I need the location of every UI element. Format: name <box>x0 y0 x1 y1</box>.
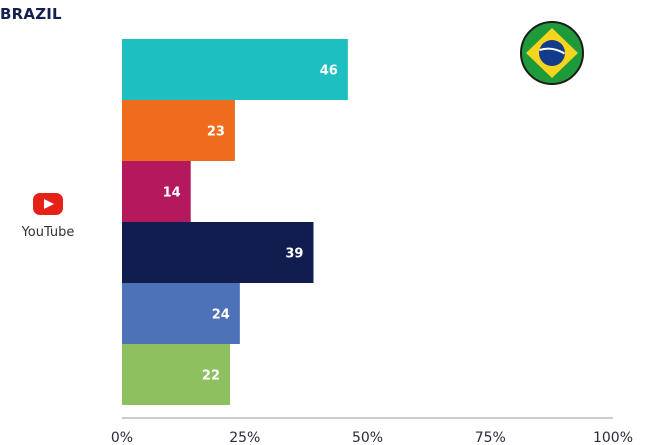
platform-label: YouTube <box>21 225 75 240</box>
bar-5 <box>122 283 240 344</box>
bar-6 <box>122 344 231 405</box>
bar-1 <box>122 39 348 100</box>
bar-3-value-label: 14 <box>163 186 181 201</box>
bar-5-value-label: 24 <box>212 308 230 323</box>
x-tick-label: 25% <box>229 430 260 445</box>
x-tick-label: 75% <box>475 430 506 445</box>
chart-title: BRAZIL <box>0 5 62 23</box>
x-tick-label: 100% <box>593 430 633 445</box>
bar-4 <box>122 222 314 283</box>
bar-2 <box>122 100 235 161</box>
bar-4-value-label: 39 <box>285 247 303 262</box>
bar-6-value-label: 22 <box>202 369 220 384</box>
platform-block: YouTube <box>8 193 88 240</box>
bar-1-value-label: 46 <box>320 64 338 79</box>
bar-2-value-label: 23 <box>207 125 225 140</box>
x-tick-label: 0% <box>111 430 133 445</box>
x-tick-label: 50% <box>352 430 383 445</box>
brazil-flag-icon <box>520 21 584 85</box>
bar-3 <box>122 161 191 222</box>
youtube-icon <box>33 193 63 215</box>
